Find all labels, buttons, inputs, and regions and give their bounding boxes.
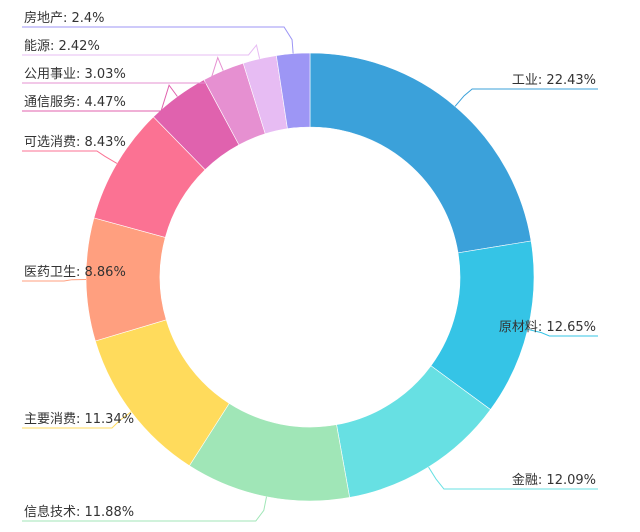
donut-slices: [85, 52, 535, 502]
leader-line-7: [22, 150, 118, 164]
slice-labels: 工业: 22.43% 原材料: 12.65% 金融: 12.09% 信息技术: 11.…: [24, 10, 596, 520]
label-leader-lines: [22, 26, 598, 522]
leader-line-9: [22, 56, 224, 84]
leader-line-6: [22, 279, 87, 282]
slice-label-9: 公用事业: 3.03%: [24, 67, 126, 82]
slice-label-5: 主要消费: 11.34%: [24, 412, 134, 427]
leader-line-11: [22, 26, 294, 54]
donut-slice-11[interactable]: [276, 52, 311, 130]
leader-line-8: [22, 84, 178, 112]
leader-line-3: [428, 466, 598, 490]
slice-label-6: 医药卫生: 8.86%: [24, 265, 126, 280]
slice-label-10: 能源: 2.42%: [24, 39, 100, 54]
slice-label-3: 金融: 12.09%: [512, 472, 596, 488]
leader-line-5: [22, 411, 132, 429]
slice-label-7: 可选消费: 8.43%: [24, 135, 126, 150]
leader-line-4: [22, 496, 267, 522]
slice-label-2: 原材料: 12.65%: [499, 320, 596, 335]
donut-slice-1[interactable]: [309, 52, 532, 254]
leader-line-10: [22, 43, 261, 59]
leader-line-1: [454, 88, 598, 107]
slice-label-1: 工业: 22.43%: [512, 73, 596, 88]
leader-line-2: [527, 328, 598, 337]
slice-label-4: 信息技术: 11.88%: [24, 504, 134, 520]
slice-label-11: 房地产: 2.4%: [24, 10, 105, 26]
slice-label-8: 通信服务: 4.47%: [24, 94, 126, 110]
